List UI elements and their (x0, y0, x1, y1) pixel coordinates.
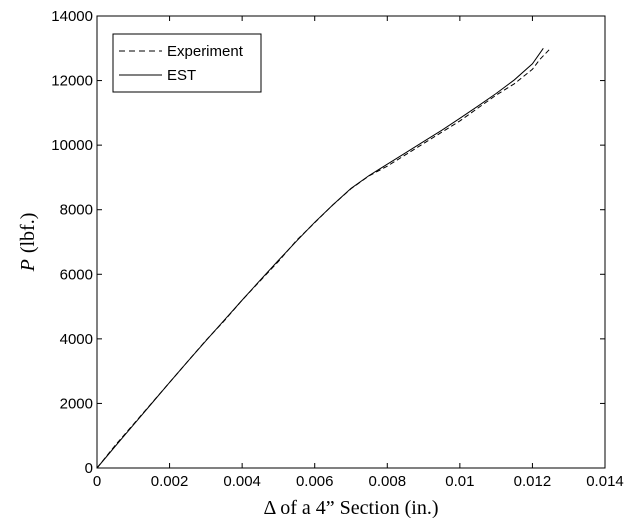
y-tick-label: 2000 (60, 395, 93, 412)
legend-box (112, 33, 262, 93)
legend-label-experiment: Experiment (167, 43, 244, 60)
y-axis-label-unit: (lbf.) (17, 213, 39, 254)
legend-label-est: EST (167, 67, 196, 84)
x-tick-label: 0.01 (445, 473, 474, 490)
x-tick-label: 0.002 (151, 473, 189, 490)
x-axis-label: Δ of a 4” Section (in.) (263, 497, 438, 518)
plot-frame (96, 15, 606, 469)
x-tick-label: 0.008 (369, 473, 407, 490)
y-tick-label: 8000 (60, 202, 93, 219)
series-line-experiment (96, 47, 551, 469)
y-axis-label: P (lbf.) (17, 213, 39, 273)
y-tick-label: 10000 (51, 137, 93, 154)
x-tick-label: 0.014 (586, 473, 624, 490)
x-tick-label: 0.006 (296, 473, 334, 490)
y-tick-label: 14000 (51, 8, 93, 25)
y-tick-label: 0 (85, 460, 93, 477)
series-layer (96, 47, 551, 469)
y-tick-label: 4000 (60, 331, 93, 348)
x-tick-label: 0.004 (223, 473, 261, 490)
y-tick-label: 6000 (60, 266, 93, 283)
series-line-est (96, 48, 544, 469)
legend: Experiment EST (112, 33, 262, 93)
axis-ticks: 0 0.002 0.004 0.006 0.008 0.01 0.012 0.014 0 2000… (51, 8, 623, 490)
x-tick-label: 0.012 (514, 473, 552, 490)
y-axis-label-var: P (17, 259, 39, 272)
y-tick-label: 12000 (51, 73, 93, 90)
x-tick-label: 0 (93, 473, 101, 490)
